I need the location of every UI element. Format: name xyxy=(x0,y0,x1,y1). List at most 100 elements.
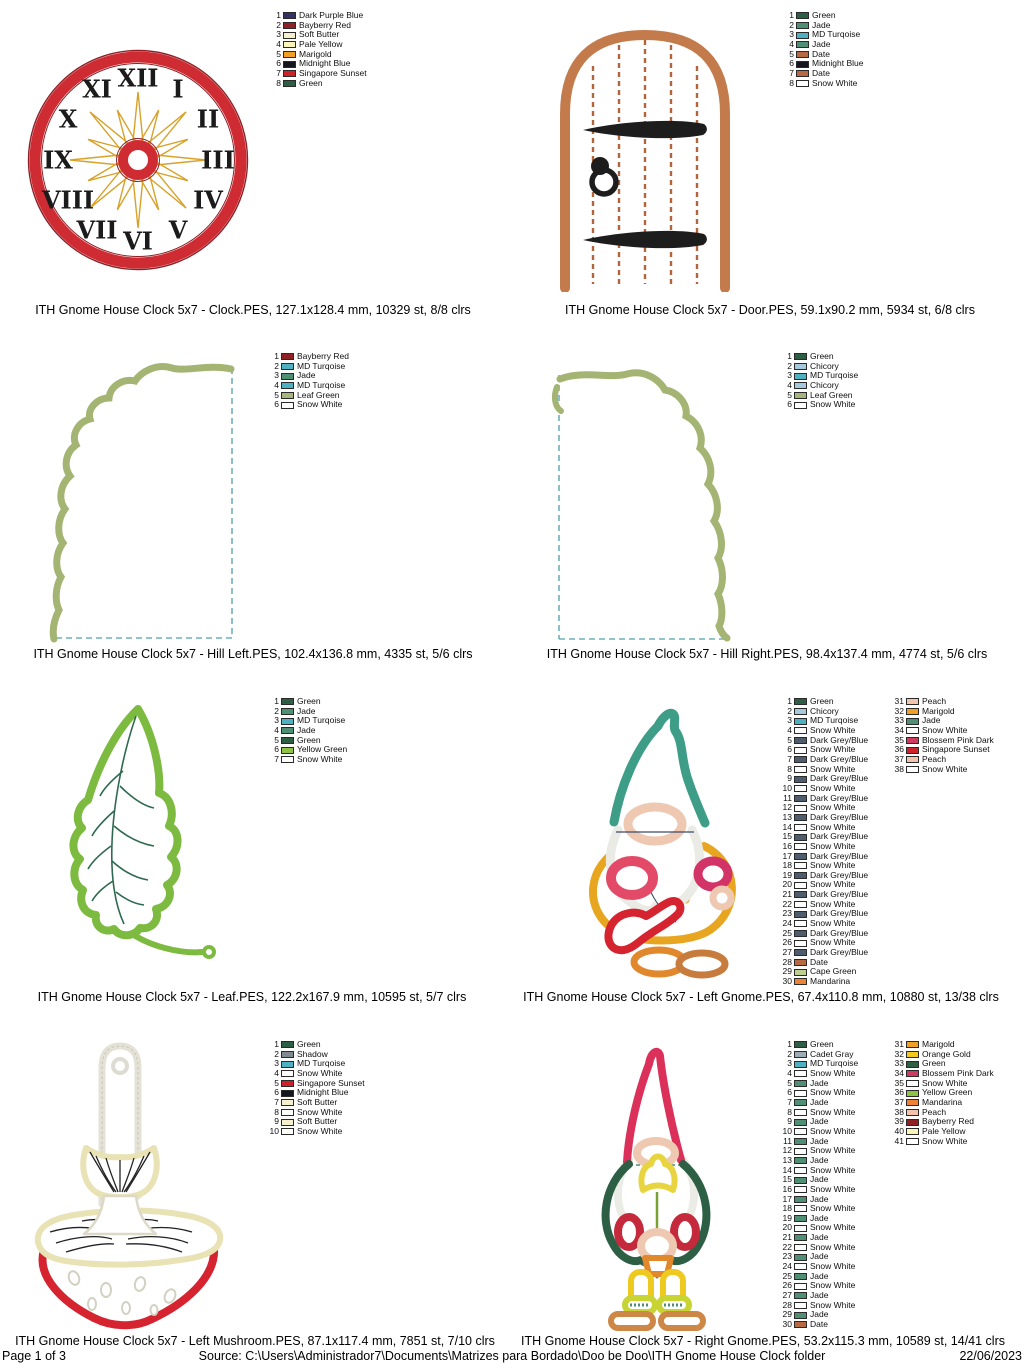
legend-number: 3 xyxy=(274,1058,279,1069)
legend-number: 2 xyxy=(274,1048,279,1059)
clock-ring-edge-inner xyxy=(41,63,235,257)
legend-row: 6 Snow White xyxy=(781,745,868,755)
legend-row: 17 Dark Grey/Blue xyxy=(781,851,869,862)
legend-row: 33 Jade xyxy=(893,716,994,726)
legend-number: 27 xyxy=(782,947,792,958)
legend-row: 5 Leaf Green xyxy=(781,389,858,401)
legend-number: 10 xyxy=(269,1125,279,1136)
legend-row: 18 Snow White xyxy=(781,860,868,871)
color-swatch xyxy=(794,775,807,783)
legend-row: 31 Marigold xyxy=(893,1039,994,1050)
legend-number: 1 xyxy=(789,10,794,20)
color-swatch xyxy=(794,1253,807,1261)
color-swatch xyxy=(281,1060,294,1068)
legend-row: 16 Snow White xyxy=(781,841,868,852)
legend-number: 4 xyxy=(787,379,792,390)
legend-row: 38 Snow White xyxy=(893,763,994,775)
legend-row: 5 Leaf Green xyxy=(268,389,349,401)
legend-number: 8 xyxy=(787,763,792,774)
legend-number: 20 xyxy=(782,879,792,890)
legend-number: 10 xyxy=(782,1125,792,1136)
legend-row: 4 Jade xyxy=(268,724,347,736)
color-swatch xyxy=(794,901,807,909)
legend-number: 23 xyxy=(782,908,792,919)
color-swatch xyxy=(283,70,296,78)
color-swatch xyxy=(281,1108,294,1116)
color-name: Jade xyxy=(810,1232,829,1243)
legend-row: 13 Dark Grey/Blue xyxy=(781,811,869,823)
color-swatch xyxy=(794,1108,807,1116)
legend-number: 4 xyxy=(274,724,279,735)
color-name: Dark Grey/Blue xyxy=(810,753,869,764)
color-swatch xyxy=(281,382,294,390)
legend-number: 38 xyxy=(894,763,904,774)
color-swatch xyxy=(796,60,809,68)
legend-row: 2 Shadow xyxy=(268,1048,365,1060)
color-swatch xyxy=(794,1234,807,1242)
color-name: Snow White xyxy=(810,724,856,735)
numeral-12: XII xyxy=(117,64,158,93)
legend-number: 12 xyxy=(782,802,792,813)
hill-left-outline xyxy=(49,363,235,643)
legend-number: 21 xyxy=(782,1232,792,1243)
color-swatch xyxy=(794,1244,807,1252)
legend-number: 27 xyxy=(782,1290,792,1301)
legend-row: 2 Chicory xyxy=(781,706,868,717)
color-name: Mandarina xyxy=(810,976,851,987)
legend-number: 4 xyxy=(274,379,279,390)
color-swatch xyxy=(906,765,919,773)
color-name: Leaf Green xyxy=(297,389,340,400)
legend-row: 3 MD Turqoise xyxy=(781,371,858,381)
legend-row: 4 Jade xyxy=(783,39,864,50)
legend-number: 24 xyxy=(782,918,792,929)
right-gnome-foot-left xyxy=(608,1311,656,1331)
color-name: Green xyxy=(297,696,321,706)
clock-center-edge xyxy=(116,138,160,182)
numeral-5: V xyxy=(168,216,188,245)
legend-row: 27 Dark Grey/Blue xyxy=(781,947,869,958)
color-swatch xyxy=(794,1195,807,1203)
color-swatch xyxy=(906,707,919,715)
legend-row: 12 Snow White xyxy=(781,1146,858,1156)
color-name: Bayberry Red xyxy=(297,351,349,361)
color-name: MD Turqoise xyxy=(810,370,859,381)
color-name: Dark Grey/Blue xyxy=(810,908,869,919)
legend-row: 37 Mandarina xyxy=(893,1097,994,1108)
legend-row: 20 Snow White xyxy=(781,1223,858,1233)
color-name: Green xyxy=(297,1039,321,1049)
legend-number: 1 xyxy=(787,1039,792,1049)
legend-row: 27 Jade xyxy=(781,1290,858,1301)
color-swatch xyxy=(281,727,294,735)
color-swatch xyxy=(906,1050,919,1058)
color-swatch xyxy=(281,1041,294,1049)
right-gnome-hat xyxy=(623,1047,685,1166)
legend-row: 1 Green xyxy=(268,696,347,707)
mushroom-upper-gill-lines xyxy=(89,1151,151,1193)
color-name: Dark Grey/Blue xyxy=(810,811,869,822)
color-swatch xyxy=(796,70,809,78)
color-name: Jade xyxy=(810,1193,829,1204)
legend-number: 15 xyxy=(782,831,792,842)
numeral-11: XI xyxy=(82,75,112,104)
color-swatch xyxy=(794,1176,807,1184)
color-name: Jade xyxy=(810,1251,829,1262)
legend-number: 5 xyxy=(787,389,792,400)
color-swatch xyxy=(794,1302,807,1310)
legend-number: 36 xyxy=(894,1087,904,1098)
color-name: Snow White xyxy=(297,753,343,764)
legend-row: 36 Singapore Sunset xyxy=(893,745,994,755)
color-swatch xyxy=(794,372,807,380)
color-swatch xyxy=(794,785,807,793)
color-swatch xyxy=(794,1166,807,1174)
legend-number: 1 xyxy=(276,10,281,20)
left-gnome-hand-right xyxy=(709,885,735,911)
legend-row: 34 Snow White xyxy=(893,725,994,736)
color-swatch xyxy=(283,31,296,39)
legend-number: 6 xyxy=(787,744,792,755)
color-name: MD Turqoise xyxy=(297,1058,346,1069)
color-name: Snow White xyxy=(810,1125,856,1136)
color-swatch xyxy=(906,1041,919,1049)
color-name: Dark Grey/Blue xyxy=(810,889,869,900)
color-swatch xyxy=(281,1070,294,1078)
